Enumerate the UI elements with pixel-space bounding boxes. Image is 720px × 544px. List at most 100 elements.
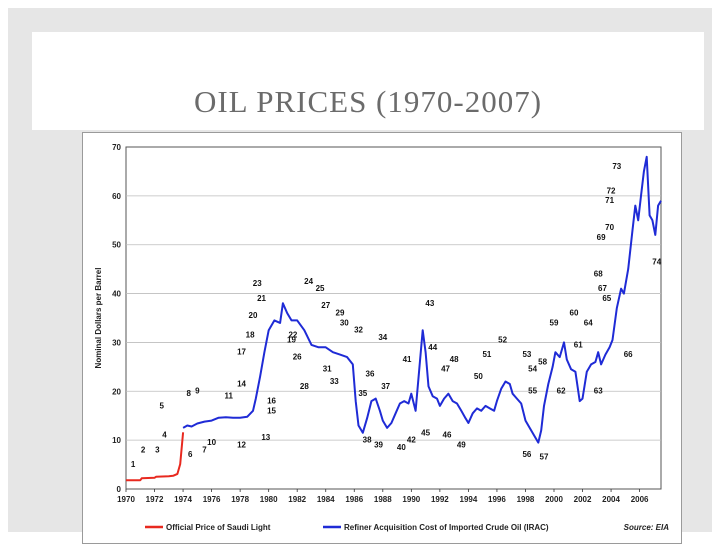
- event-annotation-36: 36: [366, 370, 375, 379]
- event-annotation-25: 25: [316, 284, 325, 293]
- x-tick-label: 1976: [203, 495, 221, 504]
- y-tick-label: 40: [112, 290, 121, 299]
- event-annotation-59: 59: [550, 318, 559, 327]
- event-annotation-61: 61: [574, 340, 583, 349]
- event-annotation-17: 17: [237, 348, 246, 357]
- event-annotation-18: 18: [246, 331, 255, 340]
- event-annotation-40: 40: [397, 443, 406, 452]
- event-annotation-7: 7: [202, 445, 207, 454]
- event-annotation-38: 38: [363, 436, 372, 445]
- event-annotation-55: 55: [528, 387, 537, 396]
- x-tick-label: 1970: [117, 495, 135, 504]
- y-tick-label: 70: [112, 143, 121, 152]
- event-annotation-6: 6: [188, 450, 193, 459]
- chart-source: Source: EIA: [624, 523, 670, 532]
- y-tick-label: 20: [112, 387, 121, 396]
- event-annotation-27: 27: [321, 301, 330, 310]
- event-annotation-12: 12: [237, 440, 246, 449]
- event-annotation-72: 72: [607, 186, 616, 195]
- event-annotation-53: 53: [522, 350, 531, 359]
- y-axis-label: Nominal Dollars per Barrel: [94, 268, 103, 369]
- event-annotation-74: 74: [652, 257, 661, 266]
- event-annotation-5: 5: [159, 401, 164, 410]
- y-tick-label: 0: [117, 485, 122, 494]
- event-annotation-39: 39: [374, 440, 383, 449]
- x-tick-label: 1994: [460, 495, 478, 504]
- event-annotation-13: 13: [261, 433, 270, 442]
- event-annotation-57: 57: [540, 453, 549, 462]
- x-tick-label: 1978: [231, 495, 249, 504]
- x-tick-label: 2006: [631, 495, 649, 504]
- event-annotation-49: 49: [457, 440, 466, 449]
- event-annotation-2: 2: [141, 445, 146, 454]
- event-annotation-52: 52: [498, 335, 507, 344]
- event-annotation-66: 66: [624, 350, 633, 359]
- event-annotation-51: 51: [482, 350, 491, 359]
- event-annotation-71: 71: [605, 196, 614, 205]
- event-annotation-65: 65: [602, 294, 611, 303]
- event-annotation-73: 73: [612, 162, 621, 171]
- plot-area: [125, 146, 662, 490]
- slide-background: OIL PRICES (1970-2007) 0 10 20 30 40 50 60 70 19…: [8, 8, 712, 544]
- x-tick-label: 1998: [517, 495, 535, 504]
- x-tick-label: 1992: [431, 495, 449, 504]
- event-annotation-23: 23: [253, 279, 262, 288]
- event-annotation-21: 21: [257, 294, 266, 303]
- event-annotation-16: 16: [267, 397, 276, 406]
- x-tick-label: 1974: [174, 495, 192, 504]
- event-annotation-56: 56: [522, 450, 531, 459]
- event-annotation-8: 8: [187, 389, 192, 398]
- y-tick-label: 10: [112, 436, 121, 445]
- event-annotation-9: 9: [195, 387, 200, 396]
- event-annotation-1: 1: [131, 460, 136, 469]
- event-annotation-32: 32: [354, 326, 363, 335]
- event-annotation-63: 63: [594, 387, 603, 396]
- event-annotation-43: 43: [425, 299, 434, 308]
- x-tick-label: 2000: [545, 495, 563, 504]
- legend-label-irac: Refiner Acquisition Cost of Imported Cru…: [344, 523, 549, 532]
- event-annotation-70: 70: [605, 223, 614, 232]
- event-annotation-45: 45: [421, 428, 430, 437]
- x-tick-label: 1984: [317, 495, 335, 504]
- event-annotation-48: 48: [450, 355, 459, 364]
- event-annotation-67: 67: [598, 284, 607, 293]
- event-annotation-69: 69: [597, 233, 606, 242]
- x-tick-label: 1996: [488, 495, 506, 504]
- event-annotation-14: 14: [237, 379, 246, 388]
- event-annotation-11: 11: [224, 392, 233, 401]
- event-annotation-54: 54: [528, 365, 537, 374]
- chart-frame: 0 10 20 30 40 50 60 70 1970 1972 1974 1976 1978 1980 1…: [82, 132, 682, 544]
- event-annotation-62: 62: [557, 387, 566, 396]
- slide-title: OIL PRICES (1970-2007): [193, 84, 543, 119]
- event-annotation-33: 33: [330, 377, 339, 386]
- event-annotation-34: 34: [378, 333, 387, 342]
- x-tick-label: 1972: [146, 495, 164, 504]
- event-annotation-15: 15: [267, 406, 276, 415]
- y-tick-label: 60: [112, 192, 121, 201]
- event-annotation-26: 26: [293, 353, 302, 362]
- event-annotation-19: 19: [287, 335, 296, 344]
- event-annotation-50: 50: [474, 372, 483, 381]
- event-annotation-64: 64: [584, 318, 593, 327]
- x-tick-label: 1980: [260, 495, 278, 504]
- event-annotation-10: 10: [207, 438, 216, 447]
- x-tick-label: 2002: [574, 495, 592, 504]
- series-line-saudi-light: [126, 432, 185, 482]
- event-annotation-60: 60: [570, 309, 579, 318]
- event-annotation-4: 4: [162, 431, 167, 440]
- x-tick-label: 2004: [602, 495, 620, 504]
- event-annotation-58: 58: [538, 357, 547, 366]
- event-annotation-3: 3: [155, 445, 160, 454]
- legend-label-saudi-light: Official Price of Saudi Light: [166, 523, 271, 532]
- x-tick-label: 1988: [374, 495, 392, 504]
- event-annotation-42: 42: [407, 436, 416, 445]
- event-annotation-37: 37: [381, 382, 390, 391]
- event-annotation-46: 46: [443, 431, 452, 440]
- event-annotation-30: 30: [340, 318, 349, 327]
- event-annotation-31: 31: [323, 365, 332, 374]
- y-tick-label: 30: [112, 338, 121, 347]
- event-annotation-24: 24: [304, 277, 313, 286]
- series-line-irac: [182, 155, 662, 444]
- event-annotation-47: 47: [441, 365, 450, 374]
